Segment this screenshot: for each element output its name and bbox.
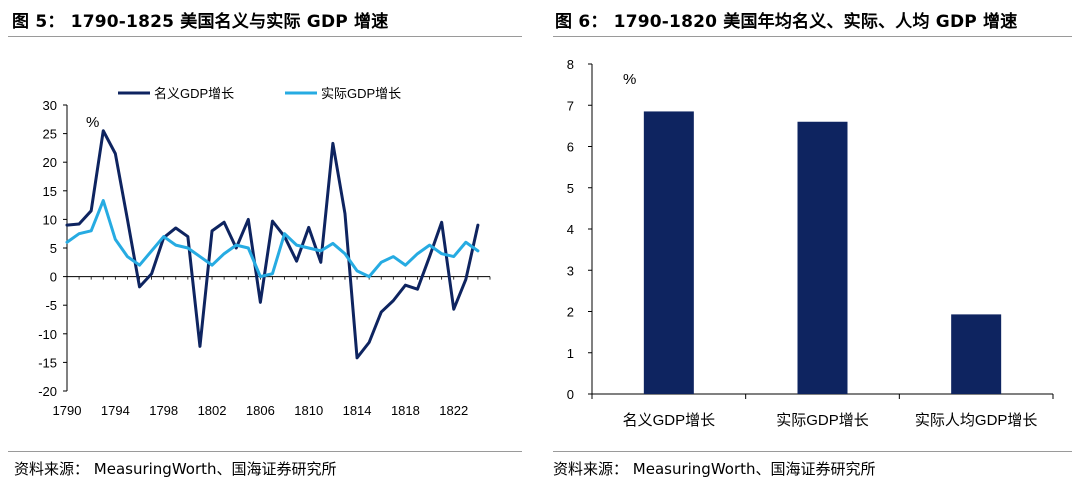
- figure-6-top-rule: [553, 36, 1072, 37]
- bar-chart: 0 1 2 3 4 5 6 7 8% 名义GDP增长 实际GDP增长 实际人均GDP增长: [567, 57, 1054, 429]
- y-tick-label: 5: [50, 241, 57, 256]
- figure-6-title: 图 6： 1790-1820 美国年均名义、实际、人均 GDP 增速: [555, 12, 1018, 32]
- y-tick-label: -20: [38, 384, 57, 399]
- y-tick-label: 8: [567, 57, 574, 72]
- y-tick-label: 1: [567, 346, 574, 361]
- x-tick-label: 1790: [53, 403, 82, 418]
- figure-5-title: 图 5： 1790-1825 美国名义与实际 GDP 增速: [12, 12, 389, 32]
- category-label: 实际人均GDP增长: [915, 412, 1038, 429]
- x-tick-label: 1810: [294, 403, 323, 418]
- unit-label: %: [623, 71, 636, 88]
- y-tick-label: 6: [567, 140, 574, 155]
- legend-label-1: 名义GDP增长: [154, 86, 234, 101]
- y-tick-label: 0: [50, 270, 57, 285]
- x-tick-label: 1794: [101, 403, 130, 418]
- figure-5-bottom-rule: [8, 451, 522, 452]
- y-tick-label: 0: [567, 387, 574, 402]
- bar-1: [643, 111, 694, 394]
- y-tick-label: 7: [567, 98, 574, 113]
- bar-2: [797, 121, 848, 394]
- x-tick-label: 1806: [246, 403, 275, 418]
- y-tick-label: -5: [45, 298, 57, 313]
- y-tick-label: -10: [38, 327, 57, 342]
- y-tick-label: 5: [567, 181, 574, 196]
- y-tick-label: 10: [43, 212, 57, 227]
- y-tick-label: 2: [567, 305, 574, 320]
- category-label: 实际GDP增长: [776, 412, 869, 429]
- y-tick-label: 30: [43, 98, 57, 113]
- y-tick-label: 25: [43, 127, 57, 142]
- series-line-1: [65, 129, 480, 360]
- y-tick-label: 4: [567, 222, 574, 237]
- y-tick-label: 15: [43, 184, 57, 199]
- y-tick-label: 20: [43, 155, 57, 170]
- x-tick-label: 1814: [343, 403, 372, 418]
- x-tick-label: 1822: [439, 403, 468, 418]
- x-tick-label: 1802: [198, 403, 227, 418]
- category-label: 名义GDP增长: [623, 412, 716, 429]
- bar-3: [951, 314, 1002, 394]
- x-tick-label: 1798: [149, 403, 178, 418]
- unit-label: %: [86, 114, 99, 131]
- figure-6-panel: 图 6： 1790-1820 美国年均名义、实际、人均 GDP 增速 0 1 2 3 4…: [545, 0, 1080, 483]
- figure-6-source: 资料来源： MeasuringWorth、国海证券研究所: [553, 460, 876, 478]
- line-chart: 30 25 20 15 10 5 0 -5 -10 -15 -20 1790 1794 1798 1802 1…: [38, 86, 491, 418]
- figure-5-panel: 图 5： 1790-1825 美国名义与实际 GDP 增速 30 25 20 15 10…: [0, 0, 530, 483]
- y-tick-label: -15: [38, 355, 57, 370]
- figure-5-source: 资料来源： MeasuringWorth、国海证券研究所: [14, 460, 337, 478]
- legend-label-2: 实际GDP增长: [321, 86, 401, 101]
- y-tick-label: 3: [567, 263, 574, 278]
- figure-5-top-rule: [8, 36, 522, 37]
- series-line-2: [65, 199, 480, 279]
- x-tick-label: 1818: [391, 403, 420, 418]
- figure-6-bottom-rule: [553, 451, 1072, 452]
